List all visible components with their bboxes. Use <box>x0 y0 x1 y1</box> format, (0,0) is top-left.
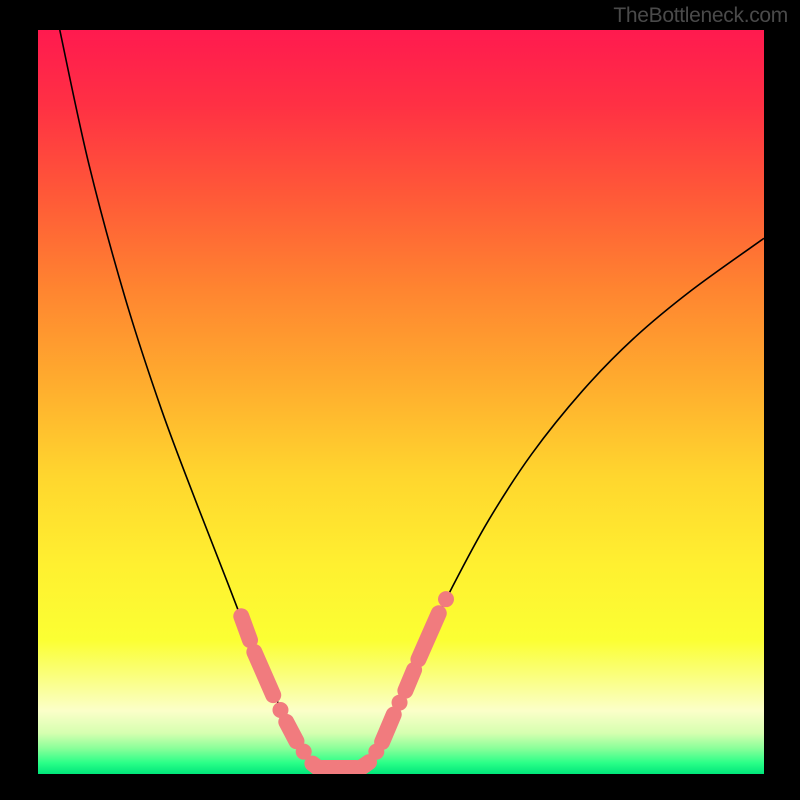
data-marker-pill <box>254 652 273 695</box>
data-marker-pill <box>241 616 250 640</box>
data-marker-pill <box>418 613 438 659</box>
data-markers <box>241 591 454 768</box>
data-marker-pill <box>405 670 414 691</box>
data-marker-pill <box>286 722 296 741</box>
data-marker-pill <box>362 762 369 767</box>
data-marker <box>438 591 454 607</box>
chart-svg <box>0 0 800 800</box>
data-marker-pill <box>382 714 394 742</box>
